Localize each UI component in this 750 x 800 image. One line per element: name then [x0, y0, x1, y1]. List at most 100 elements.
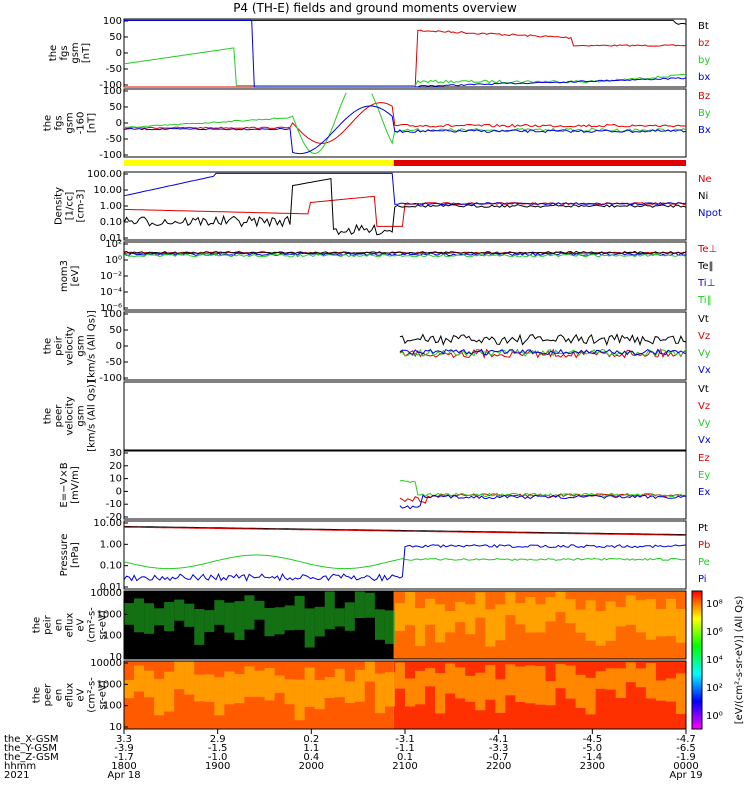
x-tick-hhmm: 0000 — [673, 761, 698, 772]
panel-6: the peer velocity gsm [km/s (All Qs)] Vt Vz Vy V… — [43, 380, 711, 452]
y-axis-label: eV — [76, 688, 87, 701]
heatmap-cell — [525, 665, 536, 704]
heatmap-cell — [505, 592, 516, 616]
y-axis-label: (cm²-s- — [87, 607, 98, 643]
series-ex-line — [399, 494, 687, 510]
y-axis-label: fgs — [54, 115, 65, 130]
region-bar-yellow — [124, 160, 394, 166]
y-axis-label: peer — [43, 683, 54, 707]
panel-5: 100 50 0 -50 -100 the peir velocity gsm [km/s (Al… — [43, 309, 711, 384]
y-axis-label: [eV] — [70, 266, 81, 287]
y-tick-label: 10.00 — [93, 185, 122, 196]
legend-ti‖: Ti‖ — [697, 295, 712, 306]
x-row-label: the_Z-GSM — [4, 752, 59, 763]
x-tick-date: Apr 19 — [669, 770, 702, 781]
x-tick-y: -1.1 — [395, 743, 415, 754]
legend-pt: Pt — [698, 523, 708, 534]
y-tick-label: 0.01 — [100, 582, 122, 593]
series-vy-line — [399, 348, 687, 358]
x-tick-y: -1.5 — [208, 743, 228, 754]
heatmap-cell — [254, 670, 265, 697]
colorbar-label: [eV/(cm²-s-sr-eV)] (All Qs) — [734, 596, 745, 725]
heatmap-cell — [284, 605, 295, 631]
heatmap-cell — [605, 601, 616, 641]
heatmap-cell — [585, 677, 596, 715]
legend-te‖: Te‖ — [697, 261, 714, 272]
heatmap-cell — [324, 677, 335, 699]
y-axis-label: velocity — [65, 396, 76, 435]
y-tick-label: 1000 — [97, 609, 122, 620]
heatmap-cell — [194, 674, 205, 702]
x-tick-x: 0.2 — [303, 734, 319, 745]
heatmap-cell — [655, 608, 666, 637]
heatmap-cell — [625, 662, 636, 683]
y-axis-label: gsm — [65, 112, 76, 133]
heatmap-cell — [455, 601, 466, 623]
y-axis-label: [nPa] — [70, 542, 81, 568]
x-tick-hhmm: 2200 — [486, 761, 511, 772]
heatmap-cell — [585, 600, 596, 641]
series-bz-line — [123, 102, 687, 144]
x-tick-hhmm: 1900 — [205, 761, 230, 772]
heatmap-cell — [565, 665, 576, 699]
x-tick-y: -5.0 — [583, 743, 603, 754]
heatmap-cell — [364, 661, 375, 682]
y-tick-label: 10 — [109, 652, 122, 663]
heatmap-cell — [445, 663, 456, 694]
y-tick-label: 0 — [116, 48, 122, 59]
y-tick-label: 0 — [116, 341, 122, 352]
y-axis-label: gsm — [70, 42, 81, 63]
y-axis-label: sr-eV) — [98, 680, 109, 709]
legend-vx: Vx — [698, 435, 711, 446]
heatmap-cell — [214, 600, 225, 625]
y-tick-label: -20 — [106, 512, 122, 523]
heatmap-cell — [314, 606, 325, 637]
y-tick-label: -50 — [106, 134, 122, 145]
x-tick-x: -3.1 — [395, 734, 415, 745]
heatmap-cell — [675, 608, 686, 643]
y-axis-label: mom3 — [59, 260, 70, 292]
y-tick-label: 10² — [105, 239, 122, 250]
panel-frame — [123, 590, 687, 660]
heatmap-cell — [515, 603, 526, 625]
heatmap-cell — [475, 592, 486, 618]
heatmap-cell — [214, 677, 225, 716]
y-axis-label: the — [43, 408, 54, 424]
heatmap-cell — [354, 591, 365, 619]
y-tick-label: 100 — [103, 701, 122, 712]
y-axis-label: the — [32, 687, 43, 703]
legend-vt: Vt — [698, 384, 709, 395]
heatmap-cell — [344, 681, 355, 703]
x-tick-y: -3.3 — [489, 743, 509, 754]
series-bx-line — [123, 105, 687, 155]
heatmap-cell — [384, 610, 395, 644]
heatmap-cell — [184, 603, 195, 627]
legend-ez: Ez — [698, 453, 710, 464]
y-axis-label: the — [43, 115, 54, 131]
heatmap-cell — [304, 667, 315, 707]
legend-vt: Vt — [698, 314, 709, 325]
legend-pe: Pe — [698, 557, 710, 568]
heatmap-cell — [314, 679, 325, 710]
heatmap-cell — [284, 679, 295, 705]
panel-frame — [123, 311, 687, 381]
y-tick-label: 50 — [109, 32, 122, 43]
colorbar-tick: 10⁶ — [706, 627, 723, 638]
heatmap-cell — [595, 611, 606, 646]
colorbar — [691, 590, 703, 730]
legend-vx: Vx — [698, 365, 711, 376]
colorbar-tick: 10⁸ — [706, 599, 723, 610]
x-tick-x: 2.9 — [210, 734, 226, 745]
heatmap-cell — [485, 609, 496, 647]
y-tick-label: -10 — [106, 499, 122, 510]
heatmap-cell — [525, 597, 536, 633]
legend-bz: Bz — [698, 91, 710, 102]
legend-vy: Vy — [698, 348, 711, 359]
heatmap-cell — [545, 597, 556, 622]
y-axis-label: peer — [54, 404, 65, 428]
legend-pb: Pb — [698, 540, 710, 551]
y-tick-label: 0.01 — [100, 233, 122, 244]
y-axis-label: gsm — [76, 335, 87, 356]
heatmap-cell — [164, 671, 175, 712]
x-tick-x: -4.5 — [583, 734, 603, 745]
